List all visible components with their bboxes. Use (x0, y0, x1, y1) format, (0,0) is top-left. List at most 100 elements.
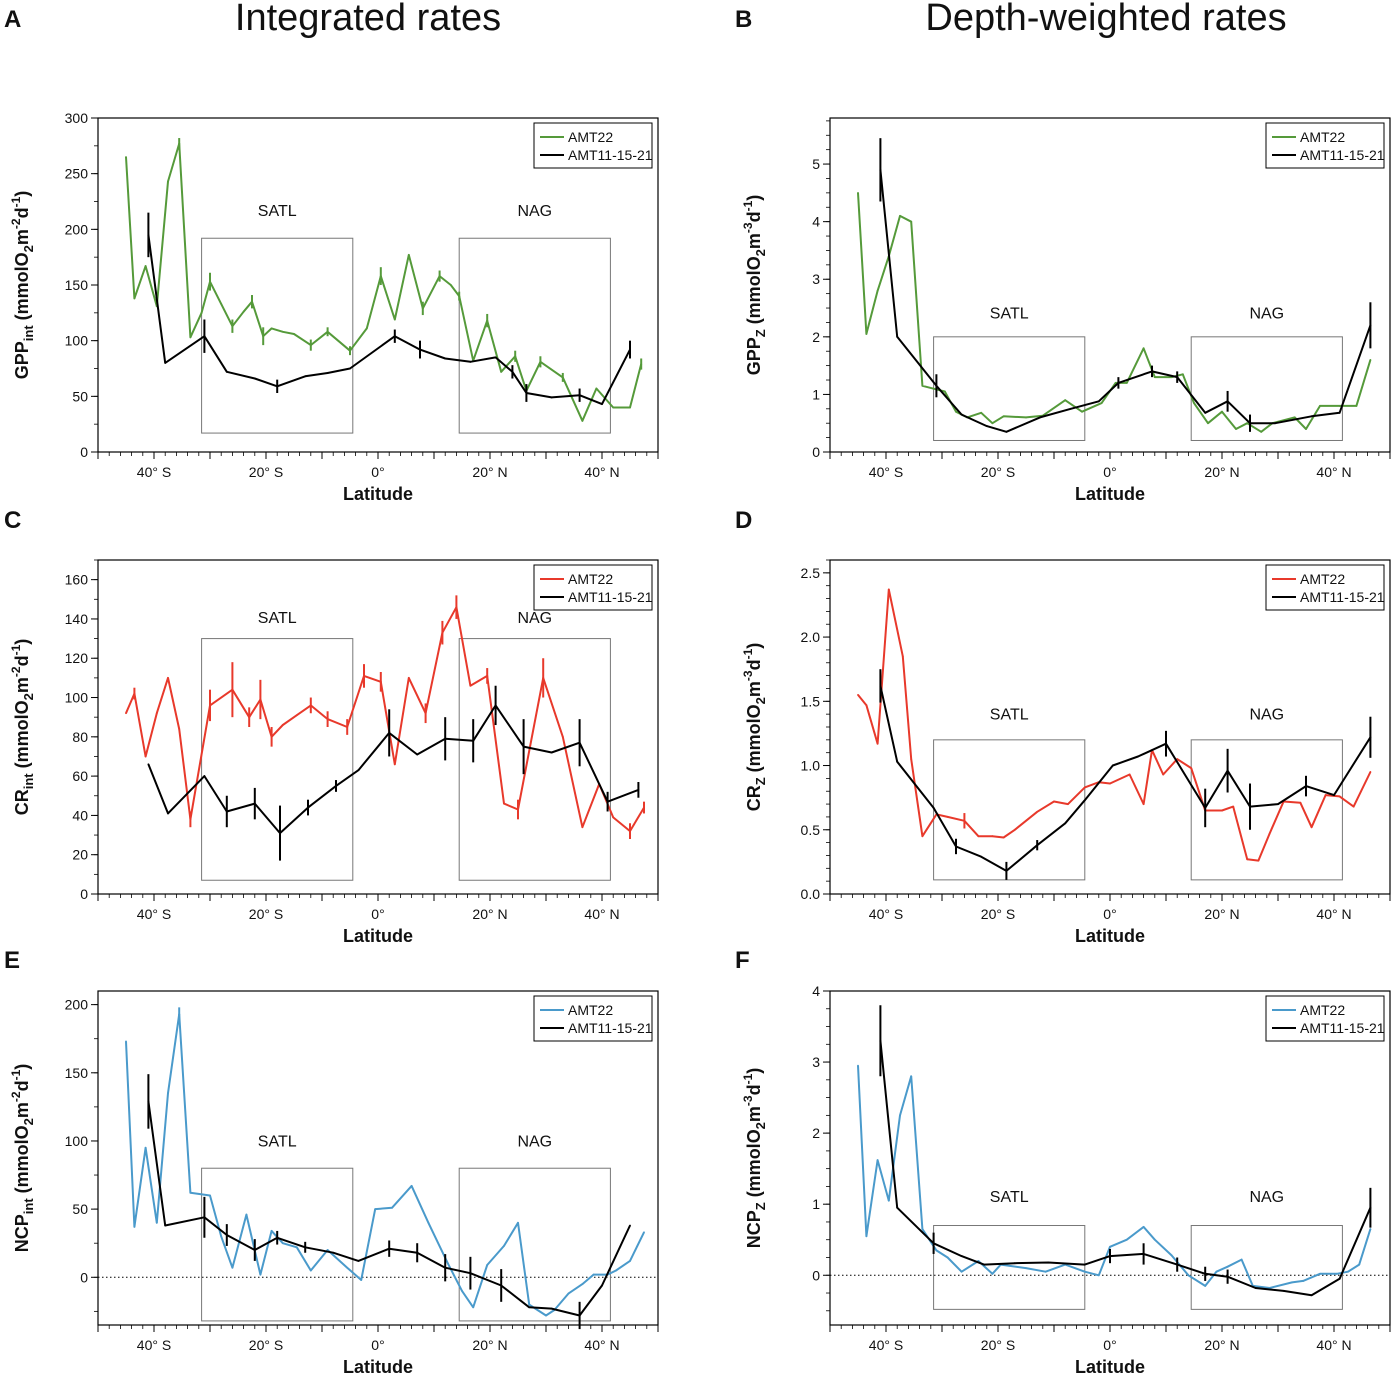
x-tick-label: 40° N (584, 464, 619, 480)
data-point (1369, 771, 1372, 773)
legend-label: AMT22 (1300, 571, 1345, 587)
data-point (349, 367, 351, 370)
data-point (458, 295, 461, 298)
y-tick-label: 4 (812, 214, 820, 230)
data-point (1369, 358, 1372, 361)
region-label-nag: NAG (1249, 305, 1284, 322)
data-point (167, 676, 169, 679)
y-label-units: m (12, 229, 32, 245)
y-label-units: (mmolO (12, 252, 32, 325)
x-tick-label: 20° S (249, 1337, 283, 1353)
y-label-units-sup: -1 (741, 648, 755, 659)
panel-letter: D (735, 507, 752, 534)
y-label-main: GPP (744, 337, 764, 375)
data-point (935, 384, 938, 387)
y-tick-label: 0.5 (801, 822, 821, 838)
data-point (592, 1273, 595, 1276)
region-box-satl (201, 638, 354, 881)
data-point (1083, 799, 1086, 802)
data-point (1221, 410, 1223, 413)
y-label-units: ) (744, 643, 764, 649)
data-point (449, 284, 452, 286)
y-tick-label: 40 (72, 807, 88, 823)
series-line (879, 169, 1372, 433)
series-amt22 (857, 588, 1372, 862)
data-point (1142, 347, 1145, 350)
data-point (522, 745, 525, 748)
data-point (943, 390, 946, 393)
data-point (1302, 1280, 1305, 1282)
legend-label: AMT22 (1300, 1002, 1345, 1018)
data-point (1352, 805, 1355, 808)
data-point (393, 763, 396, 766)
series-line (857, 1065, 1372, 1289)
series-line (125, 142, 643, 422)
data-point (486, 1264, 489, 1266)
data-point (932, 807, 935, 809)
data-point (125, 712, 127, 715)
data-point (147, 763, 150, 766)
data-point (1204, 1285, 1207, 1287)
y-label-units-sup: -3 (741, 1095, 755, 1106)
data-point (983, 1263, 985, 1266)
y-label-units: m (744, 1106, 764, 1122)
data-point (326, 330, 329, 333)
y-label-main: NCP (12, 1214, 32, 1252)
data-point (469, 1272, 472, 1275)
region-label-satl: SATL (258, 610, 297, 627)
panel-d: D 0.0 0.5 1.0 1.5 2.0 2.5 40° S 20° S 0° 20° N 40° … (735, 507, 1391, 946)
data-point (416, 1251, 419, 1254)
panel-b: B 0 1 2 3 4 5 40° S 20° S 0° 20° N 40° N Latitude GPP… (735, 6, 1391, 504)
data-point (245, 1213, 248, 1216)
data-point (349, 349, 351, 352)
data-point (503, 1245, 505, 1247)
legend-box (533, 122, 653, 169)
legend-box (1265, 122, 1385, 169)
y-tick-label: 200 (65, 221, 89, 237)
series-line (857, 192, 1372, 433)
data-point (629, 1224, 631, 1227)
data-point (1025, 1267, 1027, 1270)
y-tick-label: 120 (65, 650, 89, 666)
data-point (167, 812, 169, 815)
y-axis-label: GPPZ (mmolO2m-3d-1) (741, 195, 768, 376)
legend-label: AMT11-15-21 (1300, 1020, 1385, 1036)
data-point (1005, 430, 1008, 433)
data-point (304, 1246, 307, 1249)
y-label-units-sup: -3 (741, 222, 755, 233)
data-point (209, 704, 211, 707)
data-point (155, 1221, 158, 1224)
data-point (164, 1224, 167, 1227)
region-label-nag: NAG (517, 203, 552, 220)
data-point (309, 344, 312, 347)
series-amt11-15-21 (147, 685, 640, 861)
y-label-units-sub: 2 (21, 1118, 36, 1125)
data-point (550, 1307, 553, 1310)
data-point (259, 698, 262, 701)
data-point (643, 1231, 645, 1234)
data-point (279, 832, 281, 834)
data-point (326, 372, 329, 374)
data-point (1013, 828, 1016, 831)
column-title-left: Integrated rates (235, 0, 501, 39)
legend-label: AMT22 (568, 571, 613, 587)
data-point (444, 1266, 447, 1269)
data-point (189, 818, 192, 821)
y-label-units: d (744, 1084, 764, 1095)
y-tick-label: 200 (65, 997, 89, 1013)
y-tick-label: 160 (65, 572, 89, 588)
data-point (876, 742, 879, 745)
data-point (1083, 1270, 1086, 1273)
data-point (178, 1013, 181, 1016)
data-point (887, 1199, 890, 1202)
data-point (1235, 428, 1237, 430)
data-point (209, 280, 211, 283)
data-point (1109, 1245, 1111, 1248)
data-point (921, 384, 924, 387)
y-label-units-sup: -1 (9, 644, 23, 655)
data-point (1100, 402, 1103, 404)
x-tick-label: 0° (371, 906, 384, 922)
data-point (133, 1225, 136, 1228)
data-point (1142, 1253, 1145, 1255)
